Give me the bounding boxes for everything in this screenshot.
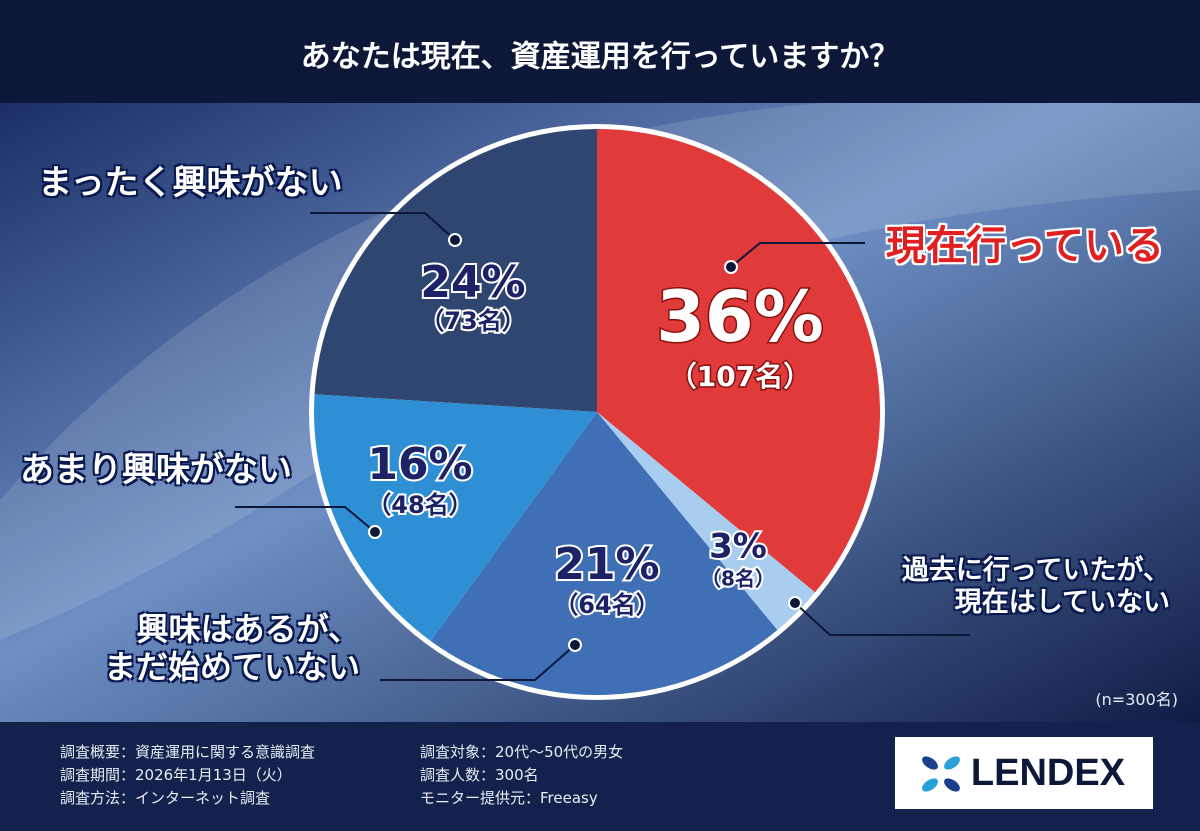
logo-box xyxy=(895,737,1153,809)
value-label: 36% xyxy=(656,276,824,358)
count-label: （64名） xyxy=(554,591,659,619)
category-label: あまり興味がない xyxy=(20,450,292,490)
value-label: 24% xyxy=(420,257,525,308)
pie-slice xyxy=(597,412,816,631)
leader-dot xyxy=(788,596,802,610)
value-label: 16% xyxy=(367,439,472,490)
category-label: まったく興味がない xyxy=(38,163,343,203)
pie-slice xyxy=(314,129,597,412)
logo-text: LENDEX xyxy=(971,752,1126,794)
category-label: 現在行っている xyxy=(886,223,1164,269)
leader-dot xyxy=(724,260,738,274)
leader-line xyxy=(794,602,970,636)
footer-text: 調査人数：300名 xyxy=(420,766,539,784)
footer-text: モニター提供元：Freeasy xyxy=(420,789,598,807)
chart-title: あなたは現在、資産運用を行っていますか？ xyxy=(301,40,900,75)
note: (n=300名) xyxy=(1095,690,1178,709)
footer-text: 調査対象：20代～50代の男女 xyxy=(420,743,624,761)
leader-line xyxy=(380,644,576,681)
value-label: 3% xyxy=(709,527,767,567)
count-label: （48名） xyxy=(367,491,472,519)
pie-slice xyxy=(430,412,778,695)
leader-dot xyxy=(368,525,382,539)
category-label: 過去に行っていたが、 現在はしていない xyxy=(901,555,1170,619)
value-label: 21% xyxy=(554,539,659,590)
footer-text: 調査方法：インターネット調査 xyxy=(60,789,271,807)
header-bar xyxy=(0,0,1200,103)
logo-icon xyxy=(922,756,960,792)
category-label: 興味はあるが、 まだ始めていない xyxy=(103,610,360,687)
leader-dot xyxy=(448,233,462,247)
count-label: （107名） xyxy=(669,360,811,393)
footer-text: 調査期間：2026年1月13日（火） xyxy=(60,766,292,784)
leader-dot xyxy=(568,638,582,652)
leader-line xyxy=(310,212,456,241)
pie-slice xyxy=(314,394,597,641)
pie-slice xyxy=(597,129,880,593)
count-label: （73名） xyxy=(420,307,525,335)
count-label: （8名） xyxy=(701,567,775,591)
footer-text: 調査概要：資産運用に関する意識調査 xyxy=(60,743,316,761)
leader-line xyxy=(235,506,376,533)
leader-line xyxy=(730,242,865,268)
